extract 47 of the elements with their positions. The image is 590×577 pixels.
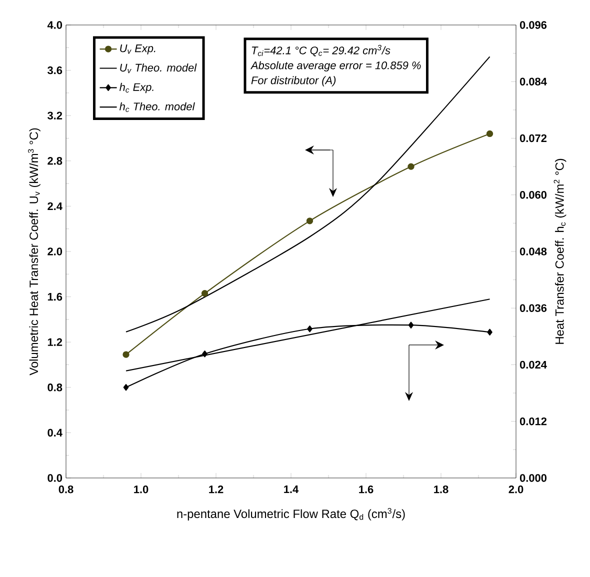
x-tick-label: 1.6 (359, 486, 374, 494)
y2-tick-label: 0.072 (520, 134, 547, 142)
y2-tick-label: 0.036 (520, 304, 547, 312)
y-tick-label: 0.8 (48, 384, 62, 392)
point (201, 290, 208, 297)
y2-tick-label: 0.012 (520, 417, 547, 426)
y-axis-title: Volumetric Heat Transfer Coeff. U$_{v}$ (kW/m$^{3}$ °C) (28, 128, 40, 376)
y2-tick-label: 0.048 (520, 248, 547, 256)
x-tick-label: 1.0 (134, 486, 148, 494)
legend-label: U$_{v}$ Exp. (120, 44, 156, 54)
y2-tick-label: 0.060 (520, 191, 546, 199)
point (487, 328, 492, 336)
x-tick-label: 1.8 (434, 486, 448, 494)
annotation: T$_{ci}$=42.1 °C Q$_{c}$= 29.42 cm$^{3}$/s (252, 44, 390, 56)
x-tick-label: 2.0 (508, 486, 524, 494)
point (408, 163, 414, 170)
annotation: Absolute average error = 10.859 % (250, 61, 421, 72)
y-tick-label: 4.0 (47, 21, 62, 29)
point (408, 322, 414, 328)
y-tick-label: 0.4 (48, 428, 62, 437)
y-tick-label: 1.6 (48, 292, 62, 301)
y-tick-label: 1.2 (48, 338, 62, 346)
x-tick-label: 1.2 (209, 486, 224, 494)
x-axis-title: n-pentane Volumetric Flow Rate Q$_{d}$ (cm$^{3}$/s) (177, 508, 405, 520)
point (306, 218, 314, 224)
y-tick-label: 2.4 (48, 202, 62, 210)
point (202, 350, 208, 358)
x-tick-label: 0.8 (58, 486, 74, 494)
y2-tick-label: 0.000 (520, 474, 546, 482)
y2-tick-label: 0.096 (520, 21, 547, 29)
y2-tick-label: 0.084 (520, 78, 547, 86)
point (122, 351, 130, 358)
point (486, 130, 494, 138)
annotation: For distributor (A) (251, 76, 336, 86)
point (123, 384, 129, 391)
point (307, 326, 312, 332)
y-tick-label: 2.8 (48, 157, 62, 165)
legend-label: h$_{c}$ Exp. (120, 82, 154, 94)
x-tick-label: 1.4 (284, 486, 299, 494)
y2-tick-label: 0.024 (520, 360, 547, 369)
y-tick-label: 3.2 (48, 112, 62, 120)
y-tick-label: 3.6 (48, 66, 62, 74)
y2-axis-title: Heat Transfer Coeff. h$_{c}$ (kW/m$^{2}$ °C) (554, 158, 566, 344)
legend-label: U$_{v}$ Theo. model (120, 64, 197, 74)
y-tick-label: 2.0 (48, 248, 62, 256)
y-tick-label: 0.0 (48, 474, 62, 482)
legend-label: h$_{c}$ Theo. model (120, 102, 195, 112)
